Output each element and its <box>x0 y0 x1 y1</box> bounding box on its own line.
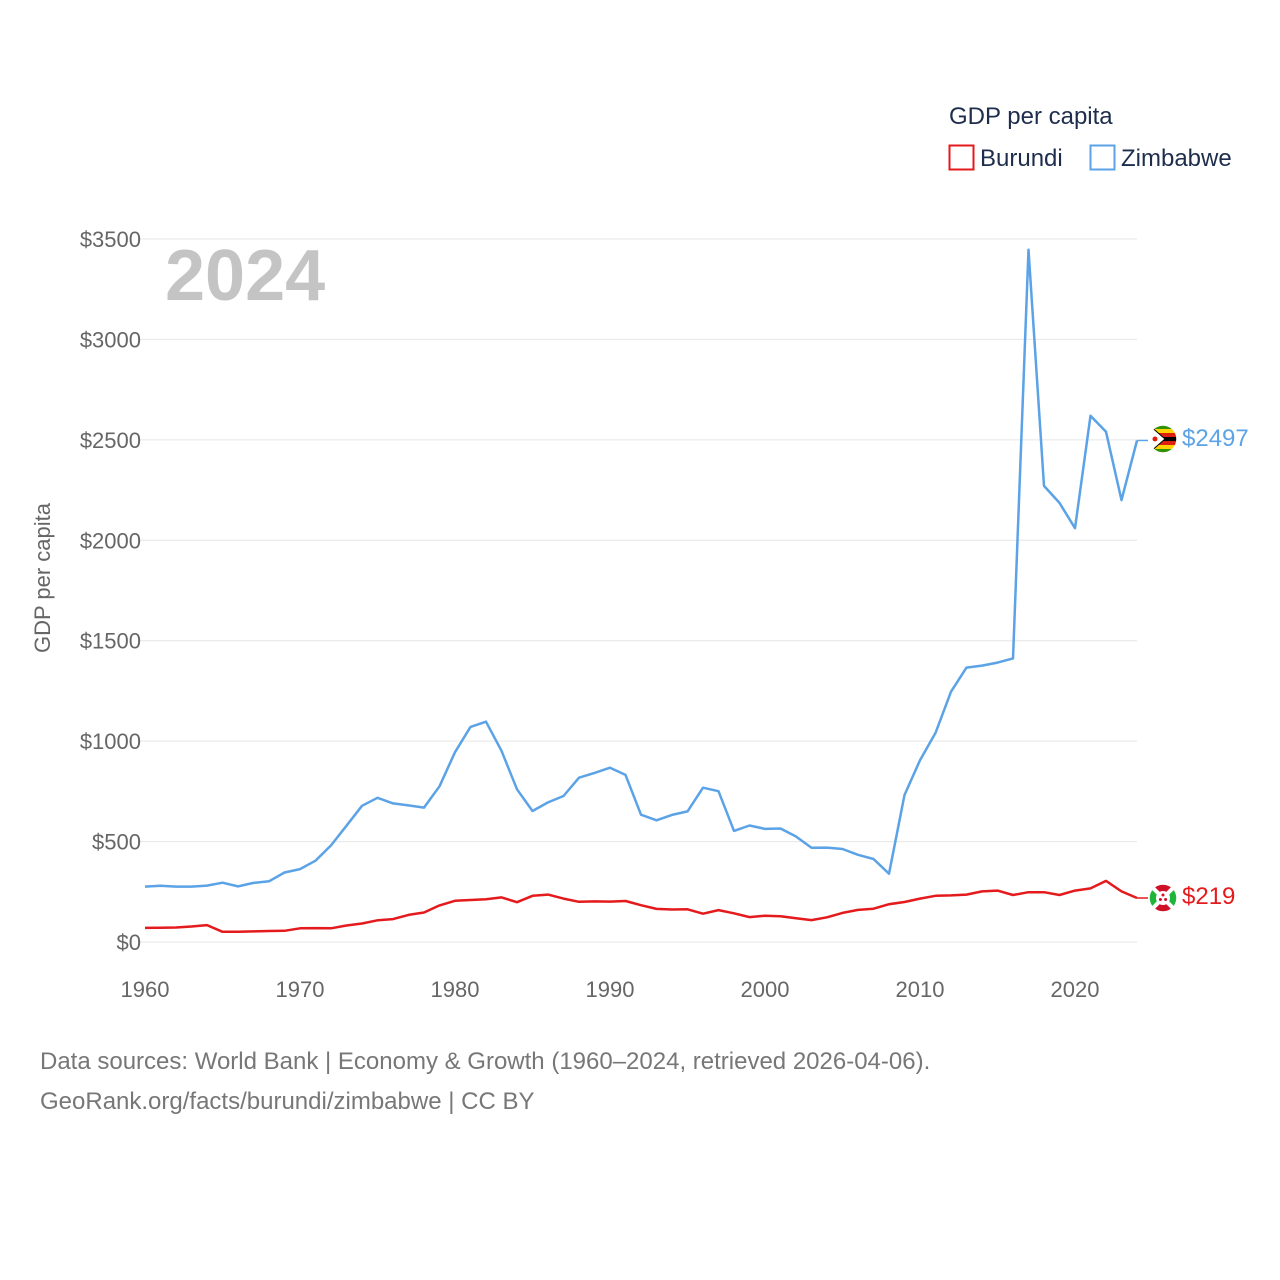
x-axis-ticks: 1960 1970 1980 1990 2000 2010 2020 <box>121 977 1100 1002</box>
y-tick-label: $2000 <box>80 528 141 553</box>
end-label-burundi: $219 <box>1182 883 1235 910</box>
x-tick-label: 1980 <box>431 977 480 1002</box>
series-line-zimbabwe <box>144 248 1139 888</box>
gdp-line-chart: $0 $500 $1000 $1500 $2000 $2500 $3000 $3500 196… <box>30 103 1249 1002</box>
y-axis-ticks: $0 $500 $1000 $1500 $2000 $2500 $3000 $3500 <box>80 227 141 955</box>
y-tick-label: $3500 <box>80 227 141 252</box>
zimbabwe-flag-icon <box>1148 424 1178 454</box>
y-axis-title: GDP per capita <box>30 502 55 653</box>
y-tick-label: $1000 <box>80 729 141 754</box>
x-tick-label: 2020 <box>1051 977 1100 1002</box>
grid-lines <box>140 238 1137 943</box>
footer-credit: GeoRank.org/facts/burundi/zimbabwe | CC … <box>40 1088 535 1115</box>
legend-title: GDP per capita <box>949 103 1113 130</box>
x-tick-label: 2010 <box>896 977 945 1002</box>
y-tick-label: $1500 <box>80 629 141 654</box>
legend-label-zimbabwe: Zimbabwe <box>1121 145 1232 172</box>
year-watermark: 2024 <box>165 236 325 316</box>
series-line-burundi <box>144 879 1138 934</box>
legend-swatch-zimbabwe <box>1089 144 1116 171</box>
burundi-flag-icon <box>1148 883 1178 913</box>
y-tick-label: $0 <box>117 930 141 955</box>
x-tick-label: 2000 <box>741 977 790 1002</box>
x-tick-label: 1970 <box>276 977 325 1002</box>
x-tick-label: 1960 <box>121 977 170 1002</box>
y-tick-label: $2500 <box>80 428 141 453</box>
footer: Data sources: World Bank | Economy & Gro… <box>40 1042 1240 1122</box>
series-lines <box>144 248 1148 934</box>
footer-sources: Data sources: World Bank | Economy & Gro… <box>40 1048 931 1075</box>
x-tick-label: 1990 <box>586 977 635 1002</box>
legend-label-burundi: Burundi <box>980 145 1063 172</box>
end-label-zimbabwe: $2497 <box>1182 425 1249 452</box>
y-tick-label: $3000 <box>80 327 141 352</box>
y-tick-label: $500 <box>92 830 141 855</box>
legend: GDP per capita Burundi Zimbabwe <box>948 103 1232 172</box>
legend-swatch-burundi <box>948 144 975 171</box>
